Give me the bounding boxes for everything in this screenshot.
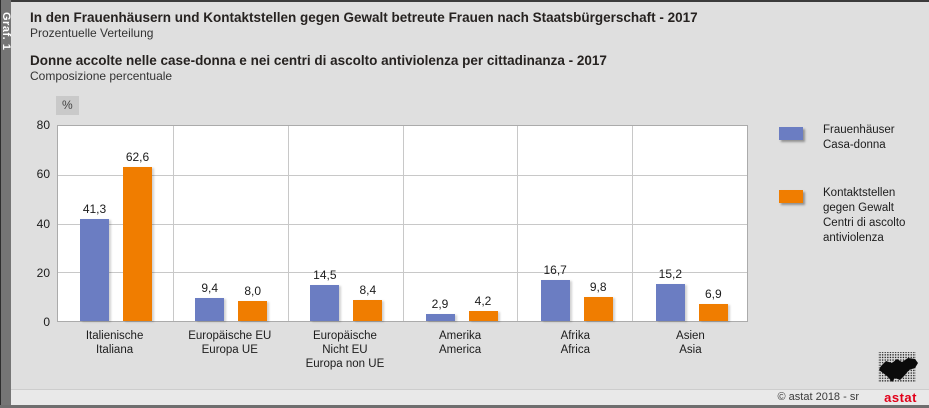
- bar-value-label: 16,7: [543, 262, 567, 277]
- bar-group: 14,5 8,4: [288, 126, 403, 321]
- bottom-border-line: [0, 405, 929, 408]
- category-label: Amerika America: [439, 330, 482, 356]
- bar-frauenhaeuser: 14,5: [310, 268, 340, 321]
- bar-frauenhaeuser: 15,2: [655, 267, 685, 321]
- y-axis-unit-label: %: [56, 96, 79, 115]
- legend-swatch-blue: [779, 127, 803, 140]
- copyright-text: © astat 2018 - sr: [777, 391, 859, 403]
- bar-kontaktstellen: 6,9: [698, 287, 728, 321]
- category-label: Asien Asia: [676, 330, 705, 356]
- header: In den Frauenhäusern und Kontaktstellen …: [30, 9, 900, 84]
- bar-group: 41,3 62,6: [58, 126, 173, 321]
- astat-logo-text: astat: [884, 390, 917, 405]
- y-axis-tick-labels: 80 60 40 20 0: [18, 0, 50, 408]
- group-separator-5: [632, 126, 634, 321]
- bar-value-label: 14,5: [313, 268, 337, 283]
- bar-kontaktstellen: 8,4: [353, 283, 383, 321]
- bar-frauenhaeuser: 2,9: [425, 297, 455, 321]
- footer-strip: [11, 389, 929, 405]
- bar-kontaktstellen: 4,2: [468, 294, 498, 321]
- bar-value-label: 9,8: [589, 279, 607, 294]
- group-separator-2: [287, 126, 289, 321]
- group-separator-4: [517, 126, 519, 321]
- bar-value-label: 4,2: [474, 293, 492, 308]
- category-label: Europäische EU Europa UE: [188, 330, 272, 356]
- bar-group: 2,9 4,2: [404, 126, 519, 321]
- bar-kontaktstellen: 62,6: [123, 150, 152, 321]
- bar-kontaktstellen: 9,8: [583, 280, 613, 321]
- chart-subtitle-german: Prozentuelle Verteilung: [30, 26, 154, 40]
- y-tick-80: 80: [36, 118, 50, 132]
- plot-area: 41,3 62,6 9,4 8,0 14,5 8,4 2,9 4,2 16,7 9,8 15,2 6,…: [57, 125, 748, 322]
- legend-label-kontaktstellen: Kontaktstellen gegen Gewalt Centri di as…: [823, 187, 906, 244]
- legend: Frauenhäuser Casa-donna Kontaktstellen g…: [779, 123, 924, 279]
- bar-value-label: 15,2: [658, 266, 683, 281]
- bar-value-label: 2,9: [431, 296, 449, 311]
- bar-value-label: 6,9: [704, 287, 722, 302]
- legend-swatch-orange: [779, 190, 803, 203]
- bar-frauenhaeuser: 16,7: [540, 263, 570, 321]
- category-label: Italienische Italiana: [85, 330, 144, 356]
- y-tick-20: 20: [36, 265, 50, 280]
- bar-groups: 41,3 62,6 9,4 8,0 14,5 8,4 2,9 4,2 16,7 9,8 15,2 6,…: [58, 126, 747, 321]
- chart-title-german: In den Frauenhäusern und Kontaktstellen …: [30, 10, 698, 25]
- bar-value-label: 8,0: [244, 284, 261, 299]
- top-border-line: [0, 0, 929, 2]
- legend-item-kontaktstellen: Kontaktstellen gegen Gewalt Centri di as…: [779, 186, 924, 246]
- legend-label-frauenhaeuser: Frauenhäuser Casa-donna: [823, 124, 895, 151]
- astat-logo-map-icon: [878, 352, 918, 382]
- y-tick-40: 40: [36, 216, 50, 231]
- legend-item-frauenhaeuser: Frauenhäuser Casa-donna: [779, 123, 924, 153]
- bar-value-label: 41,3: [82, 202, 107, 217]
- bar-value-label: 9,4: [201, 280, 218, 295]
- y-tick-60: 60: [36, 167, 50, 182]
- bar-group: 15,2 6,9: [634, 126, 749, 321]
- y-tick-0: 0: [43, 315, 50, 329]
- bar-group: 16,7 9,8: [519, 126, 634, 321]
- group-separator-1: [172, 126, 174, 321]
- bar-value-label: 8,4: [359, 283, 377, 298]
- group-separator-3: [402, 126, 404, 321]
- chart-title-italian: Donne accolte nelle case-donna e nei cen…: [30, 53, 607, 68]
- category-label: Afrika Africa: [560, 330, 590, 356]
- bar-group: 9,4 8,0: [173, 126, 288, 321]
- graf-number-label: Graf. 1: [0, 12, 12, 51]
- graf-number-strip: Graf. 1: [0, 0, 12, 408]
- chart-subtitle-italian: Composizione percentuale: [30, 69, 173, 83]
- bar-value-label: 62,6: [125, 149, 150, 164]
- bar-frauenhaeuser: 9,4: [195, 281, 225, 321]
- x-axis-category-labels: Italienische Italiana Europäische EU Europa…: [57, 329, 748, 371]
- bar-frauenhaeuser: 41,3: [80, 202, 109, 321]
- category-label: Europäische Nicht EU Europa non UE: [305, 330, 385, 370]
- bar-kontaktstellen: 8,0: [238, 284, 268, 321]
